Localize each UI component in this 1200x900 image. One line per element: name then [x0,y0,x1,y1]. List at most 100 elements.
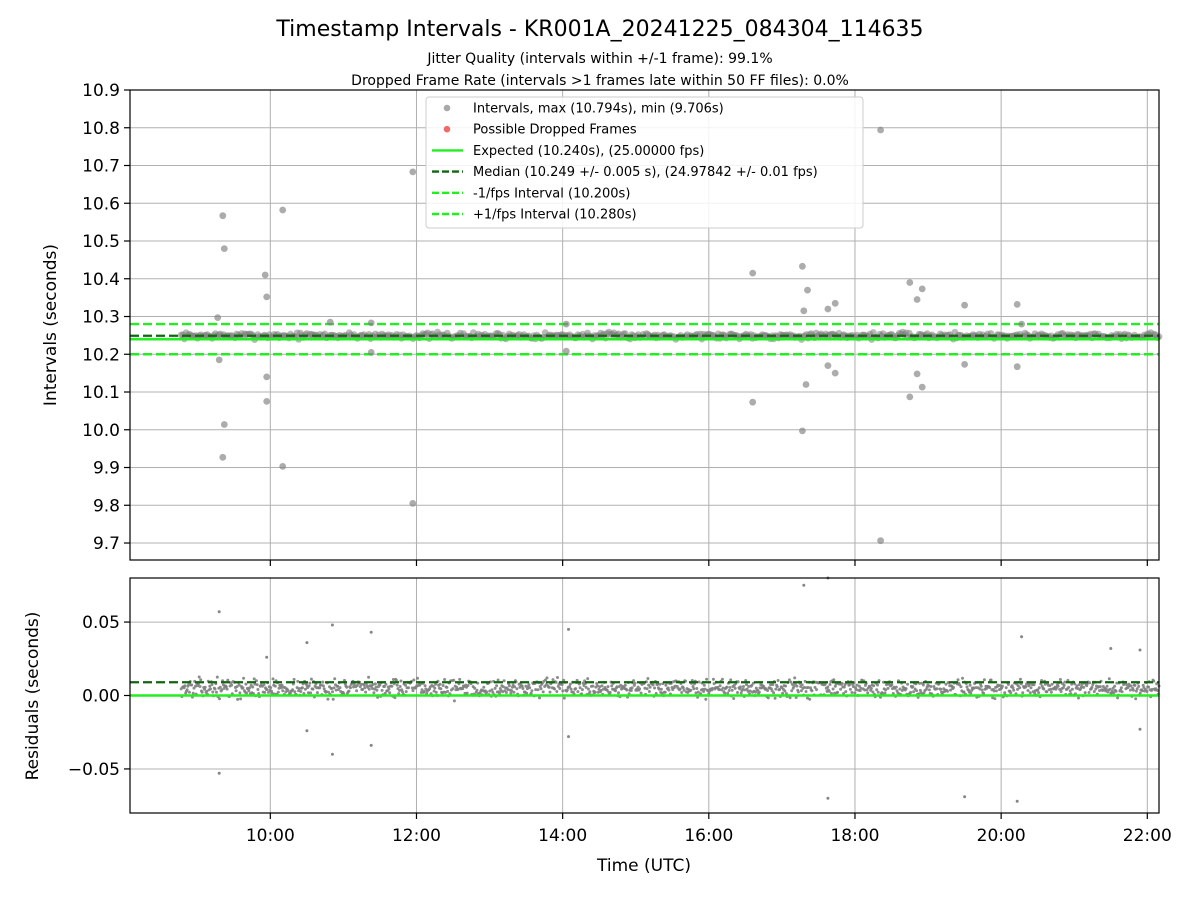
chart-subtitle-dropped: Dropped Frame Rate (intervals >1 frames … [351,73,849,89]
interval-point [808,697,812,701]
interval-point [1145,690,1149,693]
interval-point [210,683,214,687]
interval-point [362,683,366,687]
interval-point [1050,682,1054,686]
interval-point [452,678,456,682]
interval-point [664,683,668,687]
interval-point [1058,678,1062,681]
interval-point [367,687,371,691]
outlier-point [826,796,830,800]
interval-point [361,688,365,691]
interval-point [384,682,388,686]
interval-point [839,687,843,691]
interval-point [725,685,729,689]
interval-point [399,679,403,683]
interval-point [569,687,573,691]
residuals-band [179,675,1161,703]
interval-point [438,682,442,686]
interval-point [911,685,915,689]
interval-point [1056,684,1060,688]
interval-point [866,691,870,695]
outlier-point [906,279,914,286]
interval-point [334,688,338,692]
interval-point [991,696,995,700]
interval-point [498,691,502,695]
interval-point [515,687,519,691]
interval-point [721,686,725,690]
interval-point [230,683,234,687]
outlier-point [279,463,287,470]
interval-point [773,696,777,700]
interval-point [394,678,398,682]
interval-point [667,688,671,692]
interval-point [876,690,880,694]
interval-point [534,688,538,692]
interval-point [1032,683,1036,687]
interval-point [1147,685,1150,689]
interval-point [648,685,652,689]
interval-point [1133,683,1137,687]
interval-point [256,688,260,691]
interval-point [968,683,972,687]
interval-point [443,678,447,681]
interval-point [536,688,540,692]
interval-point [197,675,201,679]
interval-point [633,681,637,685]
interval-point [374,685,378,689]
interval-point [705,677,709,681]
interval-point [912,690,916,694]
outlier-point [219,212,227,220]
interval-point [398,685,402,688]
interval-point [639,691,643,695]
interval-point [795,684,799,688]
interval-point [1135,687,1139,691]
interval-point [610,684,614,688]
y-tick-label: 10.9 [82,81,120,101]
interval-point [203,685,207,689]
outlier-point [804,286,811,294]
interval-point [689,688,693,692]
interval-point [432,689,436,693]
interval-point [830,691,833,695]
interval-point [373,682,377,686]
interval-point [599,688,603,692]
outlier-point [219,453,227,461]
outlier-point [913,370,921,378]
interval-point [307,684,311,688]
interval-point [1091,683,1095,687]
interval-point [1068,689,1072,693]
interval-point [446,689,450,693]
outlier-point [214,314,222,321]
interval-point [303,687,307,691]
interval-point [1104,687,1108,691]
interval-point [890,683,894,687]
interval-point [851,685,855,689]
interval-point [949,688,952,692]
interval-point [1028,683,1031,686]
outlier-point [831,299,839,307]
interval-point [242,676,246,680]
interval-point [1080,682,1084,686]
outlier-point [802,583,806,587]
outlier-point [1018,320,1025,328]
outlier-point [220,421,228,428]
interval-point [736,680,740,684]
interval-point [1024,685,1028,689]
interval-point [704,697,708,701]
interval-point [331,697,335,701]
interval-point [843,683,847,686]
interval-point [248,686,252,690]
interval-point [347,689,351,693]
interval-point [491,690,495,694]
interval-point [1063,680,1067,684]
residuals-outliers [217,576,1142,803]
interval-point [776,679,780,682]
interval-point [965,685,969,689]
interval-point [306,691,310,695]
interval-point [475,688,479,692]
interval-point [1098,685,1102,689]
interval-point [225,687,229,691]
outlier-point [367,319,375,327]
outlier-point [217,771,221,775]
interval-point [541,690,545,694]
